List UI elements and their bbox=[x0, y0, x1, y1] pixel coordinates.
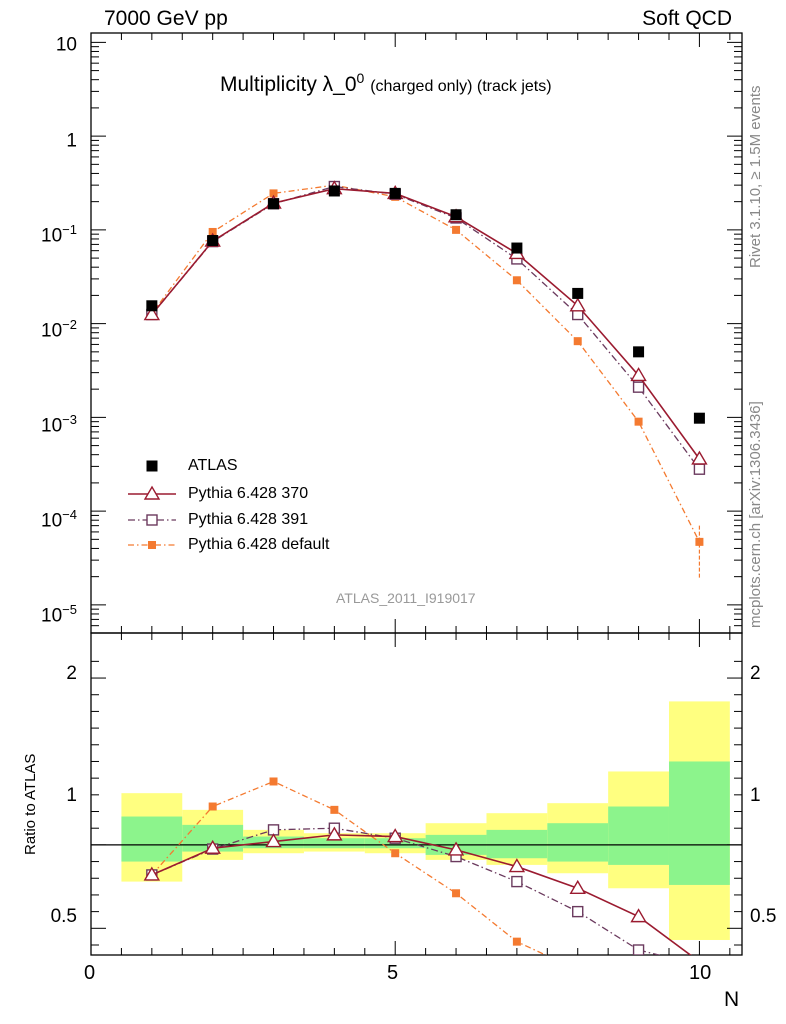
legend bbox=[128, 460, 176, 549]
y-tick-label-main-1e0: 1 bbox=[66, 130, 77, 152]
main-line-p370 bbox=[151, 187, 701, 460]
y-tick-label-ratio-2-right: 2 bbox=[750, 663, 761, 684]
main-point-atlas-n8 bbox=[572, 287, 584, 299]
ratio-point-p370-n3 bbox=[265, 833, 282, 848]
ratio-band-inner-bin-4 bbox=[303, 838, 365, 849]
y-tick-label-main-1e-4: 10−4 bbox=[41, 507, 77, 532]
ratio-point-p370-n7 bbox=[508, 858, 526, 873]
main-point-atlas-n2 bbox=[207, 235, 219, 247]
main-point-pdef-n7 bbox=[512, 276, 521, 285]
main-point-atlas-n4 bbox=[328, 185, 340, 197]
main-point-p370-n8 bbox=[569, 297, 586, 312]
ratio-point-pdef-n5 bbox=[391, 849, 400, 858]
main-point-p391-n10 bbox=[693, 463, 706, 475]
legend-marker-p370 bbox=[143, 485, 161, 500]
y-tick-label-main-1e1: 10 bbox=[55, 34, 77, 56]
main-point-p370-n1 bbox=[143, 306, 161, 321]
ratio-series bbox=[143, 777, 692, 955]
y-tick-label-ratio-1-right: 1 bbox=[750, 785, 761, 806]
main-point-atlas-n10 bbox=[693, 412, 705, 424]
main-point-p391-n9 bbox=[632, 381, 645, 393]
main-series bbox=[143, 180, 708, 578]
ratio-band-inner-bin-7 bbox=[486, 829, 548, 859]
legend-label-p391: Pythia 6.428 391 bbox=[188, 511, 309, 528]
ratio-point-p370-n5 bbox=[386, 828, 404, 843]
ratio-point-p391-n8 bbox=[572, 905, 584, 918]
x-tick-label-0: 0 bbox=[84, 962, 96, 984]
legend-marker-atlas bbox=[146, 460, 158, 472]
mcplots-label: mcplots.cern.ch [arXiv:1306.3436] bbox=[747, 401, 764, 628]
main-point-pdef-n3 bbox=[269, 189, 278, 198]
main-line-p391 bbox=[151, 185, 700, 470]
ratio-point-pdef-n3 bbox=[269, 777, 278, 786]
x-axis-label: N bbox=[724, 988, 740, 1011]
chart-title-main: Multiplicity λ_0 bbox=[220, 73, 357, 96]
ratio-panel-frame bbox=[90, 632, 743, 956]
main-point-pdef-n8 bbox=[573, 337, 582, 346]
main-point-pdef-n6 bbox=[452, 225, 461, 234]
y-tick-label-main-1e-1: 10−1 bbox=[41, 222, 77, 247]
main-point-pdef-n10 bbox=[695, 537, 704, 546]
legend-marker-pdef bbox=[148, 541, 156, 549]
ratio-point-p370-n4 bbox=[326, 826, 343, 841]
ratio-point-p370-n6 bbox=[447, 841, 465, 856]
legend-marker-p391 bbox=[146, 514, 158, 526]
ratio-point-p370-n2 bbox=[204, 839, 221, 854]
y-tick-label-ratio-2-left: 2 bbox=[66, 663, 77, 684]
ratio-point-pdef-n6 bbox=[452, 889, 461, 898]
y-tick-label-ratio-1-left: 1 bbox=[66, 785, 77, 806]
legend-label-pdef: Pythia 6.428 default bbox=[188, 536, 330, 553]
main-point-pdef-n9 bbox=[634, 417, 643, 426]
x-tick-label-5: 5 bbox=[387, 962, 399, 984]
rivet-version-label: Rivet 3.1.10, ≥ 1.5M events bbox=[747, 85, 764, 269]
main-point-atlas-n7 bbox=[511, 242, 523, 254]
ratio-point-p391-n9 bbox=[632, 944, 645, 955]
main-point-atlas-n9 bbox=[633, 346, 645, 358]
ratio-point-pdef-n7 bbox=[512, 937, 521, 946]
main-point-pdef-n2 bbox=[208, 227, 217, 236]
process-label: Soft QCD bbox=[642, 7, 732, 30]
y-tick-label-main-1e-5: 10−5 bbox=[41, 602, 77, 627]
ratio-bands bbox=[121, 701, 730, 940]
main-point-atlas-n5 bbox=[389, 187, 401, 199]
y-tick-label-ratio-05-left: 0.5 bbox=[50, 906, 77, 927]
ratio-point-p370-n1 bbox=[143, 866, 161, 881]
main-point-p370-n9 bbox=[630, 367, 647, 382]
chart-title-sup: 0 bbox=[356, 70, 365, 86]
legend-label-atlas: ATLAS bbox=[188, 457, 238, 474]
chart-title: Multiplicity λ_00 (charged only) (track … bbox=[220, 70, 552, 97]
ratio-y-axis-label: Ratio to ATLAS bbox=[22, 753, 39, 855]
y-tick-label-main-1e-3: 10−3 bbox=[41, 412, 77, 437]
ratio-point-pdef-n4 bbox=[330, 805, 339, 814]
ratio-point-p370-n9 bbox=[630, 908, 647, 923]
main-point-atlas-n3 bbox=[268, 198, 280, 210]
ratio-band-inner-bin-8 bbox=[547, 823, 609, 862]
ratio-line-pdef bbox=[151, 780, 548, 955]
chart-title-small: (charged only) (track jets) bbox=[370, 78, 552, 95]
ratio-point-p370-n8 bbox=[569, 879, 586, 894]
y-tick-label-ratio-05-right: 0.5 bbox=[750, 906, 777, 927]
x-tick-label-10: 10 bbox=[689, 962, 712, 984]
main-point-p370-n10 bbox=[691, 450, 708, 465]
ratio-point-p391-n7 bbox=[511, 875, 523, 888]
analysis-watermark: ATLAS_2011_I919017 bbox=[336, 590, 476, 606]
main-line-pdef bbox=[151, 184, 700, 543]
ratio-line-p370 bbox=[151, 834, 692, 955]
ratio-band-inner-bin-1 bbox=[121, 816, 183, 862]
main-point-atlas-n1 bbox=[146, 300, 158, 312]
main-point-atlas-n6 bbox=[450, 209, 462, 221]
collision-energy-label: 7000 GeV pp bbox=[104, 7, 228, 30]
ratio-line-p391 bbox=[151, 827, 662, 955]
ratio-band-inner-bin-9 bbox=[608, 806, 669, 865]
ratio-point-pdef-n2 bbox=[208, 802, 217, 811]
y-tick-label-main-1e-2: 10−2 bbox=[41, 317, 77, 342]
legend-label-p370: Pythia 6.428 370 bbox=[188, 485, 309, 502]
ratio-band-inner-bin-10 bbox=[668, 761, 730, 885]
